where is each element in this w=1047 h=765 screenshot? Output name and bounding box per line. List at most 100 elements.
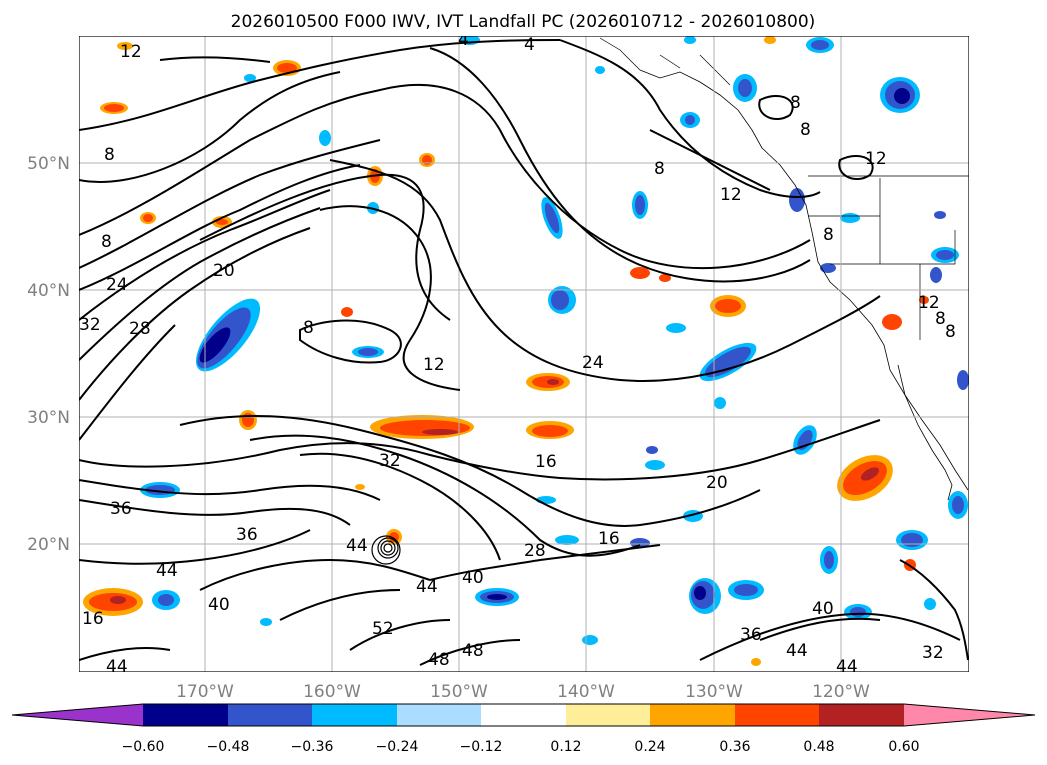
contour-label: 28 xyxy=(524,541,546,561)
lon-label: 130°W xyxy=(685,682,743,702)
colorbar-segment xyxy=(397,704,481,726)
contour-label: 32 xyxy=(379,451,401,471)
contour-labels: 12 4 4 8 8 8 8 12 12 8 24 20 28 32 8 12 … xyxy=(79,30,956,677)
positive-patch-kuroshio xyxy=(370,415,474,439)
contour-label: 44 xyxy=(836,657,858,677)
colorbar-tick-label: 0.12 xyxy=(550,739,581,755)
iwv-contours xyxy=(79,39,969,666)
lon-labels: 170°W 160°W 150°W 140°W 130°W 120°W xyxy=(176,682,870,702)
contour-label: 4 xyxy=(458,30,469,50)
colorbar-tick-label: 0.48 xyxy=(803,739,834,755)
colorbar-segment xyxy=(650,704,735,726)
contour-label: 36 xyxy=(110,499,132,519)
contour-label: 24 xyxy=(582,353,604,373)
contour-label: 8 xyxy=(654,159,665,179)
contour-label: 8 xyxy=(935,309,946,329)
contour-label: 40 xyxy=(208,595,230,615)
contour-label: 40 xyxy=(812,599,834,619)
negative-patch-hawaii xyxy=(475,588,519,606)
coastline-baja xyxy=(897,364,953,501)
negative-patch-southeast xyxy=(689,578,721,614)
contour-label: 32 xyxy=(79,315,101,335)
lat-label: 20°N xyxy=(27,535,70,555)
contour-label: 8 xyxy=(104,145,115,165)
contour-label: 32 xyxy=(922,643,944,663)
contour-label: 12 xyxy=(865,149,887,169)
contour-label: 8 xyxy=(790,93,801,113)
contour-label: 52 xyxy=(372,619,394,639)
contour-label: 4 xyxy=(524,35,535,55)
colorbar-tick-label: −0.60 xyxy=(122,739,165,755)
contour-label: 48 xyxy=(428,650,450,670)
contour-label: 8 xyxy=(800,120,811,140)
coastline xyxy=(639,69,969,491)
contour-label: 12 xyxy=(120,42,142,62)
colorbar-tick-label: 0.36 xyxy=(719,739,750,755)
colorbar-tick-label: −0.24 xyxy=(376,739,419,755)
positive-patch-baja xyxy=(837,455,893,501)
lon-label: 140°W xyxy=(557,682,615,702)
lat-label: 50°N xyxy=(27,154,70,174)
contour-label: 44 xyxy=(786,641,808,661)
contour-label: 8 xyxy=(101,232,112,252)
contour-label: 44 xyxy=(346,536,368,556)
contour-label: 8 xyxy=(945,322,956,342)
contour-label: 16 xyxy=(598,529,620,549)
colorbar-extend-low xyxy=(12,704,143,726)
positive-patch-subtropical xyxy=(526,421,574,439)
contour-label: 44 xyxy=(416,577,438,597)
contour-label: 28 xyxy=(129,319,151,339)
colorbar-segment xyxy=(481,704,566,726)
colorbar-tick-label: 0.24 xyxy=(634,739,665,755)
gridlines xyxy=(79,36,969,672)
contour-label: 20 xyxy=(706,473,728,493)
lon-label: 170°W xyxy=(176,682,234,702)
colorbar-outline xyxy=(11,703,1036,727)
colorbar-tick-label: −0.36 xyxy=(291,739,334,755)
lat-label: 40°N xyxy=(27,281,70,301)
contour-label: 12 xyxy=(918,293,940,313)
coastline-alaska xyxy=(599,37,731,86)
lon-label: 160°W xyxy=(303,682,361,702)
colorbar-segment xyxy=(819,704,904,726)
contour-label: 12 xyxy=(423,355,445,375)
contour-label: 24 xyxy=(106,275,128,295)
contour-label: 8 xyxy=(823,225,834,245)
lon-label: 120°W xyxy=(812,682,870,702)
colorbar-ticks: −0.60 −0.48 −0.36 −0.24 −0.12 0.12 0.24 … xyxy=(122,739,920,755)
colorbar-segment xyxy=(143,704,228,726)
colorbar-segment xyxy=(312,704,397,726)
contour-label: 36 xyxy=(236,525,258,545)
colorbar-segment xyxy=(566,704,650,726)
colorbar-tick-label: 0.60 xyxy=(888,739,919,755)
negative-patch-northeast xyxy=(880,77,920,113)
lat-labels: 50°N 40°N 30°N 20°N xyxy=(27,154,70,555)
colorbar-tick-label: −0.12 xyxy=(460,739,503,755)
colorbar-tick-label: −0.48 xyxy=(207,739,250,755)
pc-patches xyxy=(83,36,969,666)
positive-patch-central xyxy=(526,373,570,391)
contour-label: 44 xyxy=(156,561,178,581)
colorbar-segment xyxy=(228,704,312,726)
map-panel: 12 4 4 8 8 8 8 12 12 8 24 20 28 32 8 12 … xyxy=(79,30,969,677)
contour-label: 12 xyxy=(720,185,742,205)
colorbar: −0.60 −0.48 −0.36 −0.24 −0.12 0.12 0.24 … xyxy=(11,703,1036,755)
contour-label: 40 xyxy=(462,568,484,588)
colorbar-segment xyxy=(735,704,819,726)
positive-patch-west-coast xyxy=(710,295,746,317)
contour-label: 44 xyxy=(106,657,128,677)
contour-label: 20 xyxy=(213,261,235,281)
map-title: 2026010500 F000 IWV, IVT Landfall PC (20… xyxy=(231,12,816,32)
lon-label: 150°W xyxy=(430,682,488,702)
contour-label: 36 xyxy=(740,625,762,645)
contour-label: 48 xyxy=(462,641,484,661)
state-borders xyxy=(808,175,969,340)
contour-label: 16 xyxy=(535,452,557,472)
low-center-contours xyxy=(371,535,401,565)
contour-label: 16 xyxy=(82,609,104,629)
negative-patch-west xyxy=(195,298,261,372)
colorbar-extend-high xyxy=(904,704,1035,726)
contour-label: 8 xyxy=(303,318,314,338)
lat-label: 30°N xyxy=(27,408,70,428)
